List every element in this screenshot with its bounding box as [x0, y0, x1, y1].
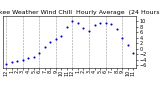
Title: Milwaukee Weather Wind Chill  Hourly Average  (24 Hours): Milwaukee Weather Wind Chill Hourly Aver…	[0, 10, 160, 15]
